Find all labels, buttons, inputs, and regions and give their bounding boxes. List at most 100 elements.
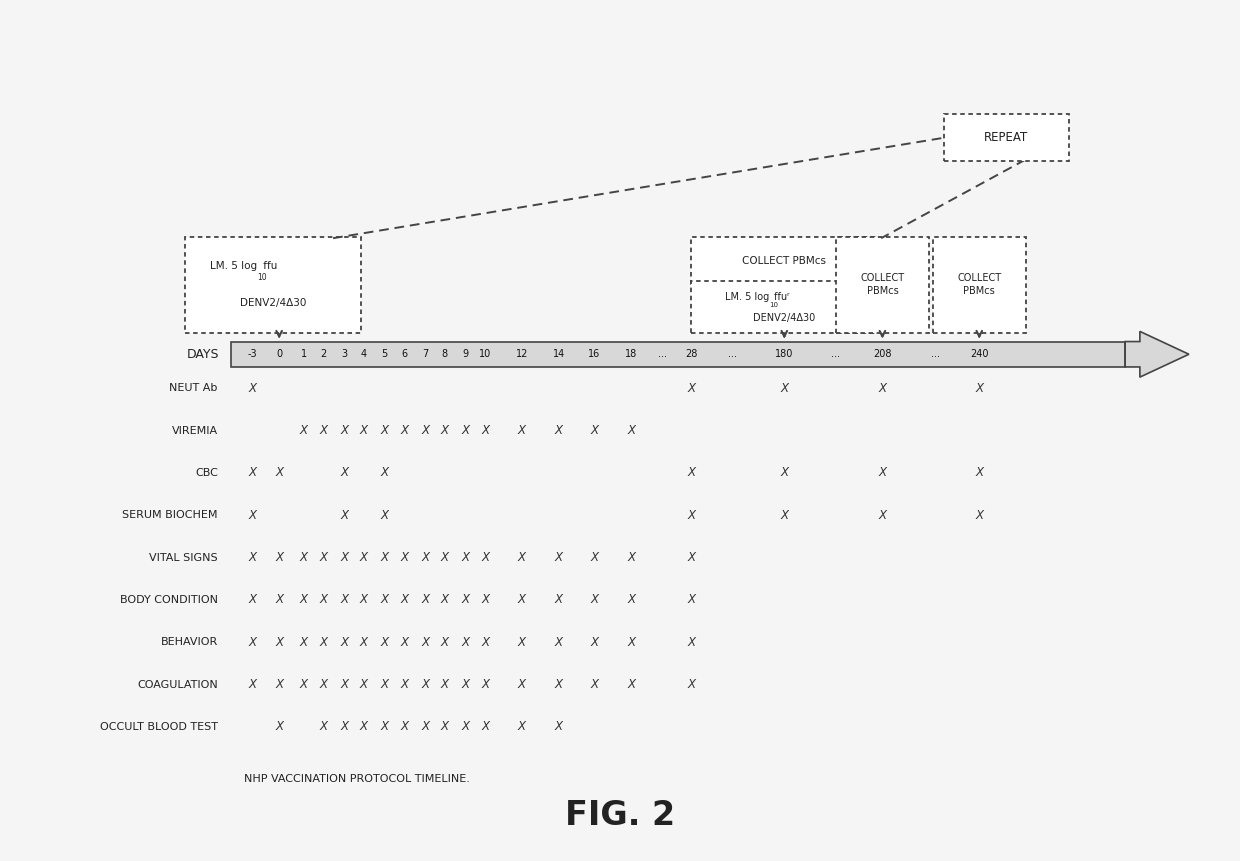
Text: X: X bbox=[300, 635, 308, 649]
Text: X: X bbox=[687, 381, 696, 394]
Text: X: X bbox=[275, 721, 283, 734]
Text: X: X bbox=[340, 509, 348, 522]
Text: X: X bbox=[248, 467, 257, 480]
Text: FIG. 2: FIG. 2 bbox=[565, 799, 675, 833]
Text: X: X bbox=[461, 635, 470, 649]
Text: X: X bbox=[440, 721, 449, 734]
Text: X: X bbox=[300, 593, 308, 606]
Text: X: X bbox=[300, 424, 308, 437]
Text: X: X bbox=[360, 721, 368, 734]
Text: X: X bbox=[340, 551, 348, 564]
Text: X: X bbox=[627, 593, 635, 606]
Text: X: X bbox=[422, 593, 429, 606]
Text: X: X bbox=[518, 593, 526, 606]
Text: X: X bbox=[319, 424, 327, 437]
Text: X: X bbox=[319, 678, 327, 691]
Text: X: X bbox=[422, 721, 429, 734]
Text: X: X bbox=[590, 678, 598, 691]
Text: X: X bbox=[381, 551, 388, 564]
Text: X: X bbox=[481, 635, 489, 649]
Text: X: X bbox=[554, 424, 563, 437]
Text: 8: 8 bbox=[441, 350, 448, 359]
Text: X: X bbox=[780, 509, 789, 522]
Text: COLLECT PBMcs: COLLECT PBMcs bbox=[743, 256, 826, 265]
Text: 180: 180 bbox=[775, 350, 794, 359]
Text: X: X bbox=[518, 551, 526, 564]
Text: X: X bbox=[319, 551, 327, 564]
Text: 208: 208 bbox=[873, 350, 892, 359]
Text: X: X bbox=[248, 678, 257, 691]
Text: X: X bbox=[590, 551, 598, 564]
Text: X: X bbox=[687, 509, 696, 522]
Text: VITAL SIGNS: VITAL SIGNS bbox=[149, 553, 218, 562]
Text: X: X bbox=[440, 551, 449, 564]
Text: X: X bbox=[481, 551, 489, 564]
Text: X: X bbox=[590, 635, 598, 649]
Text: BODY CONDITION: BODY CONDITION bbox=[120, 595, 218, 605]
Text: X: X bbox=[627, 678, 635, 691]
Text: X: X bbox=[878, 381, 887, 394]
FancyBboxPatch shape bbox=[932, 237, 1025, 333]
Text: X: X bbox=[401, 593, 408, 606]
Text: X: X bbox=[300, 678, 308, 691]
Text: 7: 7 bbox=[422, 350, 428, 359]
Text: X: X bbox=[687, 678, 696, 691]
Text: ...: ... bbox=[831, 350, 841, 359]
Text: COLLECT
PBMcs: COLLECT PBMcs bbox=[861, 273, 904, 296]
Text: ...: ... bbox=[930, 350, 940, 359]
Text: X: X bbox=[554, 721, 563, 734]
Text: X: X bbox=[878, 509, 887, 522]
Text: X: X bbox=[381, 721, 388, 734]
Text: X: X bbox=[780, 467, 789, 480]
Text: OCCULT BLOOD TEST: OCCULT BLOOD TEST bbox=[100, 722, 218, 732]
Text: 10: 10 bbox=[257, 273, 267, 282]
Text: X: X bbox=[401, 424, 408, 437]
Text: -3: -3 bbox=[247, 350, 257, 359]
Text: 240: 240 bbox=[970, 350, 988, 359]
Text: X: X bbox=[275, 467, 283, 480]
Text: COAGULATION: COAGULATION bbox=[138, 679, 218, 690]
Text: X: X bbox=[248, 381, 257, 394]
Text: X: X bbox=[360, 424, 368, 437]
Text: X: X bbox=[975, 509, 983, 522]
Text: X: X bbox=[975, 467, 983, 480]
Text: X: X bbox=[381, 424, 388, 437]
Text: X: X bbox=[340, 721, 348, 734]
Text: X: X bbox=[340, 467, 348, 480]
Text: X: X bbox=[319, 721, 327, 734]
Text: X: X bbox=[440, 678, 449, 691]
Text: X: X bbox=[340, 678, 348, 691]
Text: X: X bbox=[381, 635, 388, 649]
Text: X: X bbox=[401, 678, 408, 691]
FancyBboxPatch shape bbox=[944, 114, 1069, 161]
Text: ffuʳ: ffuʳ bbox=[771, 292, 790, 301]
Text: X: X bbox=[461, 678, 470, 691]
Text: X: X bbox=[518, 635, 526, 649]
Text: X: X bbox=[360, 678, 368, 691]
Text: X: X bbox=[300, 551, 308, 564]
Text: 6: 6 bbox=[402, 350, 407, 359]
FancyBboxPatch shape bbox=[185, 237, 361, 333]
Text: 14: 14 bbox=[553, 350, 564, 359]
Text: X: X bbox=[381, 593, 388, 606]
Text: 1: 1 bbox=[300, 350, 306, 359]
FancyArrow shape bbox=[1125, 331, 1189, 377]
Text: X: X bbox=[780, 381, 789, 394]
Text: X: X bbox=[878, 467, 887, 480]
Text: X: X bbox=[461, 424, 470, 437]
Text: X: X bbox=[360, 593, 368, 606]
Text: 0: 0 bbox=[277, 350, 283, 359]
Text: X: X bbox=[975, 381, 983, 394]
Text: X: X bbox=[590, 593, 598, 606]
Text: BEHAVIOR: BEHAVIOR bbox=[161, 637, 218, 647]
Text: X: X bbox=[340, 424, 348, 437]
Text: X: X bbox=[422, 424, 429, 437]
Text: 12: 12 bbox=[516, 350, 528, 359]
Text: X: X bbox=[554, 593, 563, 606]
Text: X: X bbox=[687, 593, 696, 606]
Text: REPEAT: REPEAT bbox=[985, 131, 1028, 144]
Text: DAYS: DAYS bbox=[186, 348, 219, 361]
Text: X: X bbox=[518, 721, 526, 734]
Text: X: X bbox=[461, 593, 470, 606]
Text: X: X bbox=[360, 635, 368, 649]
